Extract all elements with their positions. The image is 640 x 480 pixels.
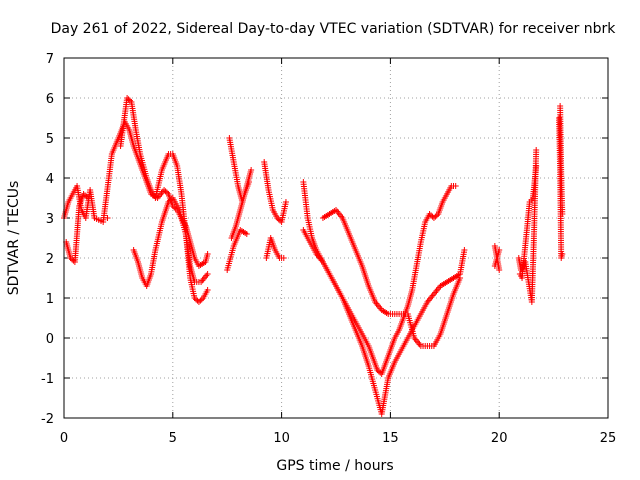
data-points xyxy=(61,95,566,417)
data-point xyxy=(82,192,89,199)
data-point xyxy=(68,256,75,263)
grid-lines xyxy=(64,58,608,418)
data-point xyxy=(245,179,252,185)
data-point xyxy=(559,251,566,257)
data-point xyxy=(168,196,175,203)
data-point xyxy=(430,215,437,221)
data-point xyxy=(80,191,87,197)
data-point xyxy=(204,287,211,293)
x-tick-label: 15 xyxy=(382,431,399,446)
chart-title: Day 261 of 2022, Sidereal Day-to-day VTE… xyxy=(51,21,617,37)
data-point xyxy=(166,197,173,204)
data-point xyxy=(280,255,287,261)
data-point xyxy=(282,199,289,205)
data-point xyxy=(457,275,464,281)
plot-frame xyxy=(63,57,609,419)
y-tick-label: 2 xyxy=(46,252,54,267)
data-point xyxy=(274,215,281,221)
data-point xyxy=(428,212,435,219)
data-point xyxy=(243,231,250,237)
data-point xyxy=(171,204,178,211)
x-tick-label: 5 xyxy=(169,431,177,446)
data-point xyxy=(195,299,202,305)
y-tick-label: -1 xyxy=(41,372,54,387)
data-point xyxy=(204,251,211,257)
data-point xyxy=(533,163,540,169)
data-point xyxy=(197,297,204,304)
data-point xyxy=(375,368,382,375)
x-tick-label: 0 xyxy=(60,431,68,446)
data-point xyxy=(163,189,170,196)
y-tick-label: 1 xyxy=(46,292,54,307)
data-point xyxy=(162,188,169,195)
data-point xyxy=(124,95,131,101)
data-point xyxy=(161,187,168,193)
data-point xyxy=(83,193,90,200)
y-tick-label: 6 xyxy=(46,92,54,107)
data-point xyxy=(104,215,111,221)
x-axis-label: GPS time / hours xyxy=(276,458,393,474)
y-tick-label: -2 xyxy=(41,412,54,427)
data-point xyxy=(461,247,468,253)
data-point xyxy=(533,147,540,153)
y-tick-label: 7 xyxy=(46,52,54,67)
y-tick-label: 5 xyxy=(46,132,54,147)
data-point xyxy=(191,295,198,301)
y-axis-label: SDTVAR / TECUs xyxy=(6,181,22,296)
data-point xyxy=(84,195,91,201)
x-tick-label: 25 xyxy=(600,431,617,446)
data-point xyxy=(496,267,503,273)
data-point xyxy=(204,271,211,277)
y-tick-label: 4 xyxy=(46,172,54,187)
data-point xyxy=(127,97,134,104)
data-point xyxy=(248,167,255,173)
x-tick-label: 20 xyxy=(491,431,508,446)
data-point xyxy=(496,247,503,253)
data-point xyxy=(193,296,200,303)
data-point xyxy=(198,296,205,303)
data-point xyxy=(432,213,439,220)
y-tick-label: 3 xyxy=(46,212,54,227)
data-point xyxy=(165,199,172,205)
x-tick-label: 10 xyxy=(273,431,290,446)
data-point xyxy=(426,211,433,217)
data-point xyxy=(374,367,381,373)
data-point xyxy=(433,212,440,219)
data-point xyxy=(125,96,132,103)
data-point xyxy=(452,183,459,189)
y-tick-label: 0 xyxy=(46,332,54,347)
